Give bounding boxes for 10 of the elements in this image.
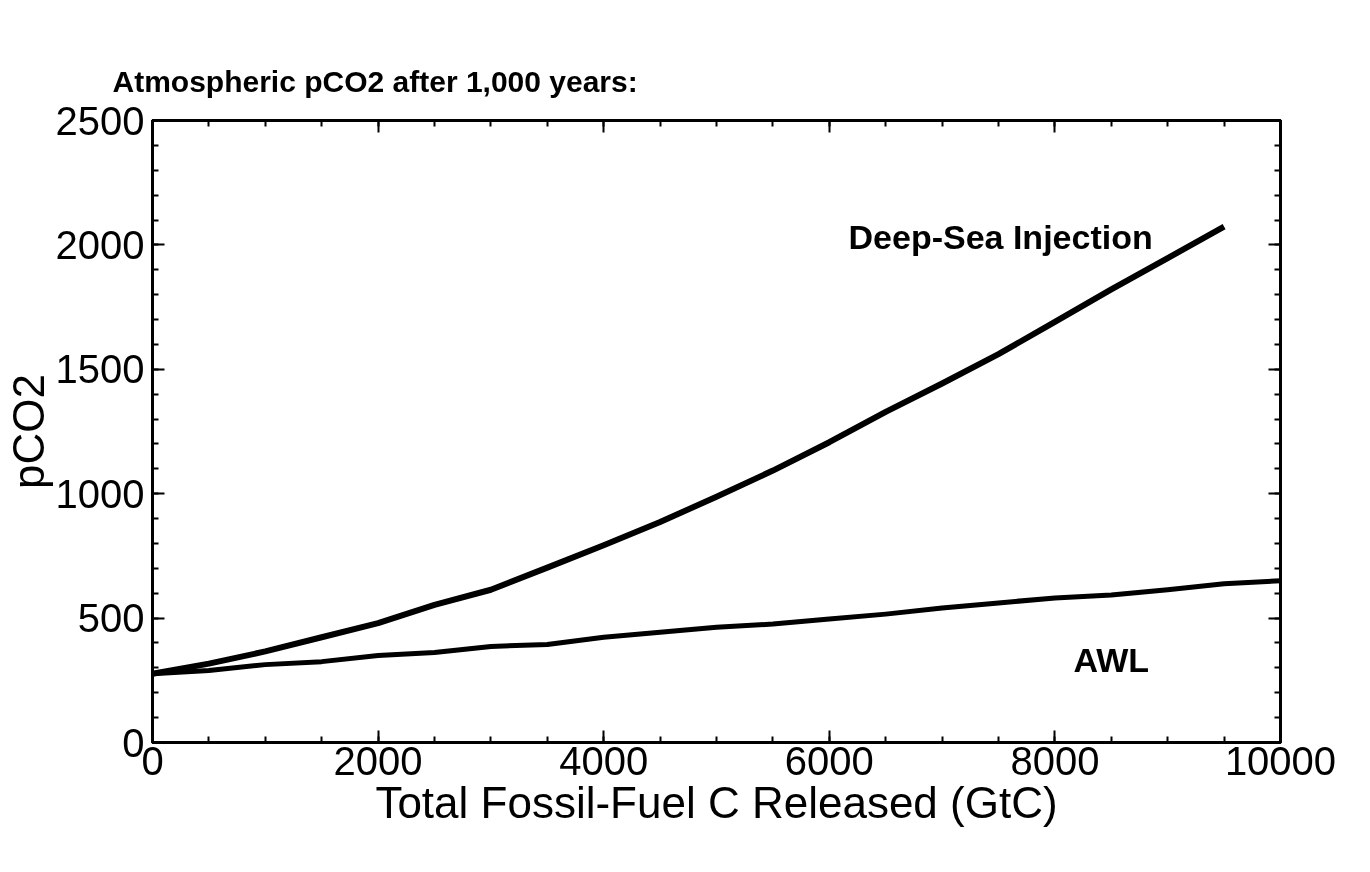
y-tick-label: 2000 <box>55 222 145 267</box>
y-tick-label: 1000 <box>55 471 145 516</box>
series-label: Deep-Sea Injection <box>848 218 1153 257</box>
series-label: AWL <box>1073 640 1150 679</box>
chart-title: Atmospheric pCO2 after 1,000 years: <box>112 65 638 98</box>
x-tick-label: 10000 <box>1224 738 1337 783</box>
y-axis-title: pCO2 <box>3 374 53 489</box>
y-tick-label: 2500 <box>55 98 145 143</box>
y-tick-label: 1500 <box>55 347 145 392</box>
y-tick-label: 500 <box>77 596 145 641</box>
